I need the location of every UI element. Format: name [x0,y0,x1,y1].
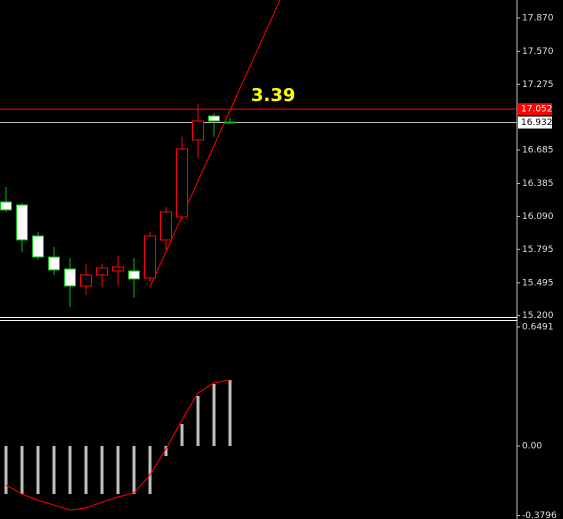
histogram-bar [68,446,72,495]
histogram-bar [84,446,88,495]
histogram-bar [196,395,200,447]
histogram-bar [52,446,56,495]
candle-body [16,204,28,241]
candle-body [96,267,108,276]
histogram-bar [116,446,120,495]
histogram-bar [228,379,232,447]
y-tick-label: 16.385 [522,179,554,189]
candle-body [64,268,76,287]
y-tick-label: 17.870 [522,13,554,23]
candle-body [48,256,60,271]
candle-body [144,235,156,279]
y-tick-label: 17.570 [522,47,554,57]
y-tick-label: 17.275 [522,80,554,90]
histogram-bar [20,446,24,495]
candle-body [160,211,172,241]
y-tick-label: 16.090 [522,212,554,222]
histogram-bar [4,446,8,495]
histogram-bar [100,446,104,495]
price-label: 17.052 [521,105,553,115]
candle-body [192,120,204,141]
indicator-line [5,379,231,511]
y-tick-label: 16.685 [522,146,554,156]
candle-body [176,148,188,218]
histogram-bar [36,446,40,495]
histogram-bar [164,446,168,457]
price-label-box [518,116,552,129]
price-label-box [518,103,552,116]
candle-body [32,235,44,258]
price-label: 16.932 [521,118,553,128]
y-tick-label: 15.495 [522,278,554,288]
histogram-bar [148,446,152,495]
y-tick-label: 15.795 [522,245,554,255]
y-tick-label: 0.6491 [522,322,554,332]
y-tick-label: -0.3796 [522,511,557,519]
candle-body [80,274,92,287]
candle-body [0,201,12,211]
candle-body [224,121,236,124]
candle-body [112,266,124,272]
y-tick-label: 15.200 [522,311,554,321]
y-tick-label: 0.00 [522,442,542,452]
histogram-bar [180,423,184,447]
annotation: 3.39 [251,85,295,106]
candle-body [208,115,220,122]
histogram-bar [212,384,216,447]
candle-body [128,270,140,280]
histogram-bar [132,446,136,495]
